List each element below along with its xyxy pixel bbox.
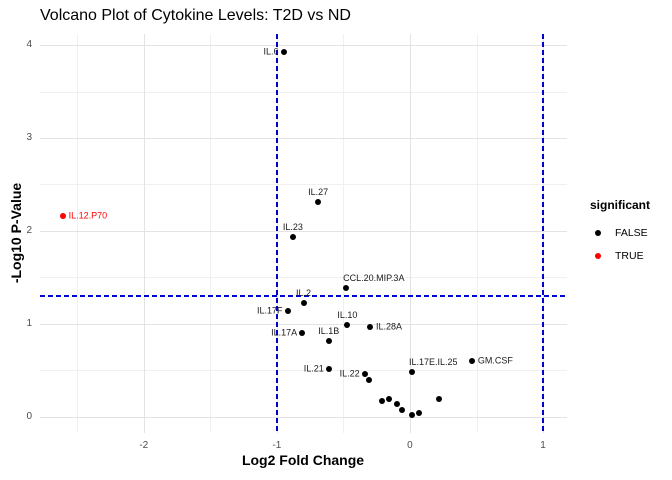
y-axis-title: -Log10 P-Value	[8, 182, 24, 284]
y-minor-gridline	[40, 184, 567, 186]
legend-item-TRUE: TRUE	[586, 244, 650, 267]
data-point-IL.17A	[299, 330, 306, 337]
legend-item-label: TRUE	[615, 249, 644, 262]
point-label: IL.17F	[257, 305, 283, 316]
point-label: IL.17A	[271, 327, 298, 338]
x-major-gridline	[143, 34, 145, 433]
data-point-IL.22	[361, 371, 368, 377]
legend-item-FALSE: FALSE	[586, 221, 650, 244]
y-major-gridline	[40, 416, 567, 418]
y-minor-gridline	[40, 277, 567, 279]
point-label: IL.6	[263, 46, 279, 57]
data-point	[398, 407, 405, 414]
x-axis-title: Log2 Fold Change	[241, 452, 365, 468]
y-tick-label: 4	[26, 39, 32, 51]
data-point-IL.23	[289, 233, 296, 240]
x-tick-label: 1	[540, 440, 546, 451]
x-tick-label: -2	[139, 440, 149, 451]
data-point	[416, 409, 423, 416]
point-label: IL.12.P70	[68, 210, 108, 221]
data-point-IL.28A	[367, 323, 374, 330]
x-minor-gridline	[77, 34, 79, 433]
data-point-IL.17F	[284, 307, 291, 314]
legend-point-icon	[595, 229, 601, 236]
fold-change-threshold-line	[276, 34, 278, 433]
x-tick-label: -1	[272, 440, 282, 451]
x-major-gridline	[409, 34, 411, 433]
x-minor-gridline	[210, 34, 212, 433]
point-label: IL.17E.IL.25	[408, 357, 458, 368]
plot-panel: 0 1 2 3 4 -2 -1 0 1 IL.6 IL.12.P70 IL.27 IL.23 CCL.20…	[26, 34, 567, 451]
data-point	[365, 376, 372, 383]
y-major-gridline	[40, 45, 567, 47]
point-label: IL.23	[282, 221, 303, 232]
data-point	[393, 400, 400, 407]
y-major-gridline	[40, 230, 567, 232]
y-major-gridline	[40, 323, 567, 325]
x-minor-gridline	[476, 34, 478, 433]
data-point-IL.17E.IL.25	[408, 369, 415, 376]
legend-point-icon	[595, 252, 601, 259]
legend-item-label: FALSE	[615, 226, 648, 239]
data-point-GM.CSF	[468, 358, 475, 364]
point-label: IL.22	[339, 368, 360, 379]
point-label: GM.CSF	[477, 355, 513, 366]
y-tick-label: 2	[26, 224, 32, 236]
point-label: IL.28A	[376, 321, 403, 332]
y-minor-gridline	[40, 370, 567, 372]
y-tick-label: 1	[26, 317, 32, 329]
x-minor-gridline	[343, 34, 345, 433]
data-point-IL.27	[315, 199, 322, 206]
point-label: IL.10	[337, 309, 358, 320]
data-point	[386, 395, 393, 402]
x-tick-label: 0	[407, 440, 413, 451]
data-point-IL.21	[325, 366, 332, 373]
data-point-IL.10	[344, 321, 351, 328]
legend-items: FALSE TRUE	[586, 221, 650, 267]
fold-change-threshold-line	[542, 34, 544, 433]
data-point	[435, 395, 442, 402]
data-point-IL.2	[300, 300, 307, 307]
legend-title: significant	[590, 198, 651, 212]
data-point-CCL.20.MIP.3A	[343, 284, 350, 291]
point-label: IL.1B	[318, 325, 340, 336]
data-point	[379, 397, 386, 404]
pvalue-threshold-line	[40, 295, 567, 297]
y-minor-gridline	[40, 91, 567, 93]
point-label: CCL.20.MIP.3A	[343, 272, 405, 283]
y-tick-label: 0	[26, 410, 32, 422]
chart-title: Volcano Plot of Cytokine Levels: T2D vs …	[40, 7, 351, 24]
data-point-IL.12.P70	[59, 213, 66, 220]
point-label: IL.2	[295, 288, 312, 299]
legend: significant FALSE TRUE	[586, 198, 650, 267]
data-point-IL.1B	[325, 337, 332, 344]
data-point	[408, 412, 415, 419]
data-point-IL.6	[280, 48, 287, 55]
point-label: IL.27	[308, 187, 329, 198]
point-label: IL.21	[303, 363, 324, 374]
y-tick-label: 3	[26, 132, 32, 144]
y-major-gridline	[40, 138, 567, 140]
